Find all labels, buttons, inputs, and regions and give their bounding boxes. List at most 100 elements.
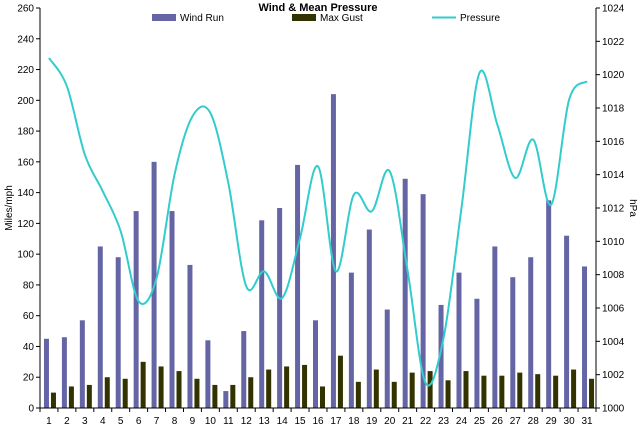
x-tick-label: 22 — [420, 416, 432, 427]
x-tick-label: 2 — [64, 416, 70, 427]
max-gust-bar — [50, 392, 56, 408]
y2-axis-label: hPa — [627, 199, 637, 217]
axes-frame — [39, 8, 597, 409]
wind-run-bar — [133, 211, 139, 408]
y2-tick-label: 1014 — [602, 170, 625, 181]
x-tick-label: 24 — [456, 416, 468, 427]
max-gust-bar — [176, 371, 182, 408]
max-gust-bar — [589, 378, 595, 408]
wind-run-bar — [492, 246, 498, 408]
y2-tick-label: 1018 — [602, 104, 625, 115]
max-gust-bar — [302, 364, 308, 408]
wind-run-bar — [241, 331, 247, 408]
pressure-line — [48, 57, 588, 387]
y-tick-label: 180 — [17, 127, 34, 138]
y-tick-label: 240 — [17, 34, 34, 45]
wind-run-bar — [384, 309, 390, 408]
y2-tick-label: 1004 — [602, 337, 625, 348]
y2-tick-label: 1012 — [602, 204, 625, 215]
legend-label: Wind Run — [180, 13, 224, 24]
x-tick-label: 27 — [510, 416, 522, 427]
x-tick-label: 31 — [581, 416, 593, 427]
x-tick-label: 6 — [136, 416, 142, 427]
wind-run-bar — [115, 257, 121, 408]
x-tick-label: 8 — [172, 416, 178, 427]
wind-run-bar — [205, 340, 211, 408]
x-tick-label: 19 — [366, 416, 378, 427]
max-gust-bar — [571, 369, 577, 408]
max-gust-bar — [140, 361, 146, 408]
wind-run-bar — [348, 272, 354, 408]
wind-run-bar — [97, 246, 103, 408]
wind-run-bar — [43, 338, 49, 408]
max-gust-bar — [320, 386, 325, 408]
x-tick-label: 16 — [312, 416, 324, 427]
max-gust-bar — [373, 369, 379, 408]
max-gust-bar — [122, 378, 128, 408]
x-tick-label: 23 — [438, 416, 450, 427]
max-gust-bar — [337, 355, 343, 408]
wind-run-bar — [438, 304, 444, 408]
max-gust-bar — [481, 375, 487, 408]
y2-tick-label: 1006 — [602, 304, 625, 315]
max-gust-bar — [68, 386, 74, 408]
wind-run-bar — [223, 391, 229, 408]
max-gust-bar — [230, 384, 236, 408]
y-tick-label: 160 — [17, 157, 34, 168]
y2-tick-label: 1022 — [602, 37, 625, 48]
wind-run-bar — [582, 266, 588, 408]
y2-tick-label: 1020 — [602, 70, 625, 81]
y-tick-label: 100 — [17, 250, 34, 261]
y2-tick-label: 1008 — [602, 270, 625, 281]
y-axis-label: Miles/mph — [4, 185, 15, 231]
wind-run-bar — [295, 164, 301, 408]
x-tick-label: 11 — [223, 416, 234, 427]
x-tick-label: 5 — [118, 416, 124, 427]
legend: Wind Run Max Gust Pressure — [152, 13, 500, 24]
wind-run-bar — [277, 208, 283, 408]
max-gust-bar — [427, 371, 433, 408]
wind-run-bar — [79, 320, 85, 408]
x-tick-label: 4 — [100, 416, 106, 427]
x-tick-label: 7 — [154, 416, 160, 427]
max-gust-bar — [158, 366, 164, 408]
wind-run-bar — [510, 277, 516, 408]
max-gust-bar — [104, 377, 110, 408]
y-tick-label: 200 — [17, 96, 34, 107]
max-gust-bar — [409, 372, 415, 408]
max-gust-bar — [499, 375, 505, 408]
y-tick-label: 260 — [17, 4, 34, 15]
wind-run-bar — [187, 264, 193, 408]
max-gust-bar — [86, 384, 92, 408]
max-gust-bar — [355, 381, 361, 408]
max-gust-bar — [553, 375, 559, 408]
max-gust-bar — [194, 378, 200, 408]
x-tick-label: 18 — [348, 416, 360, 427]
y2-tick-label: 1010 — [602, 237, 625, 248]
max-gust-bar — [212, 384, 218, 408]
chart-title: Wind & Mean Pressure — [258, 2, 377, 14]
x-tick-label: 21 — [402, 416, 414, 427]
x-tick-label: 9 — [190, 416, 196, 427]
wind-run-bar — [420, 194, 426, 408]
wind-run-bar — [259, 220, 265, 408]
y2-tick-label: 1024 — [602, 4, 625, 15]
y-tick-label: 0 — [28, 404, 34, 415]
max-gust-bar — [391, 381, 397, 408]
y2-tick-label: 1002 — [602, 370, 625, 381]
x-axis: 1 2 3 4 5 6 7 8 9 10 11 12 13 14 15 16 17 18 19 20 21 22 23 24 2… — [39, 408, 597, 427]
y-tick-label: 60 — [23, 311, 35, 322]
x-tick-label: 29 — [546, 416, 558, 427]
x-tick-label: 17 — [330, 416, 342, 427]
y-tick-label: 220 — [17, 65, 34, 76]
y-tick-label: 20 — [23, 373, 35, 384]
max-gust-bar — [463, 371, 469, 408]
y-tick-label: 40 — [23, 342, 35, 353]
max-gust-bar — [266, 369, 272, 408]
legend-swatch — [152, 14, 176, 21]
wind-run-bar — [528, 257, 534, 408]
wind-run-bar — [456, 272, 462, 408]
y2-tick-label: 1016 — [602, 137, 625, 148]
legend-swatch — [292, 14, 316, 21]
